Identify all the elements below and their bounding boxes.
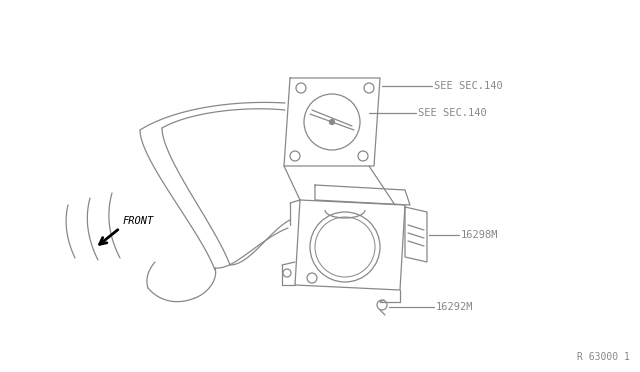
- Text: R 63000 1: R 63000 1: [577, 352, 630, 362]
- Text: FRONT: FRONT: [123, 216, 154, 226]
- Text: 16298M: 16298M: [461, 230, 499, 240]
- Text: SEE SEC.140: SEE SEC.140: [418, 108, 487, 118]
- Text: 16292M: 16292M: [436, 302, 474, 312]
- Circle shape: [330, 119, 335, 125]
- Text: SEE SEC.140: SEE SEC.140: [434, 81, 503, 91]
